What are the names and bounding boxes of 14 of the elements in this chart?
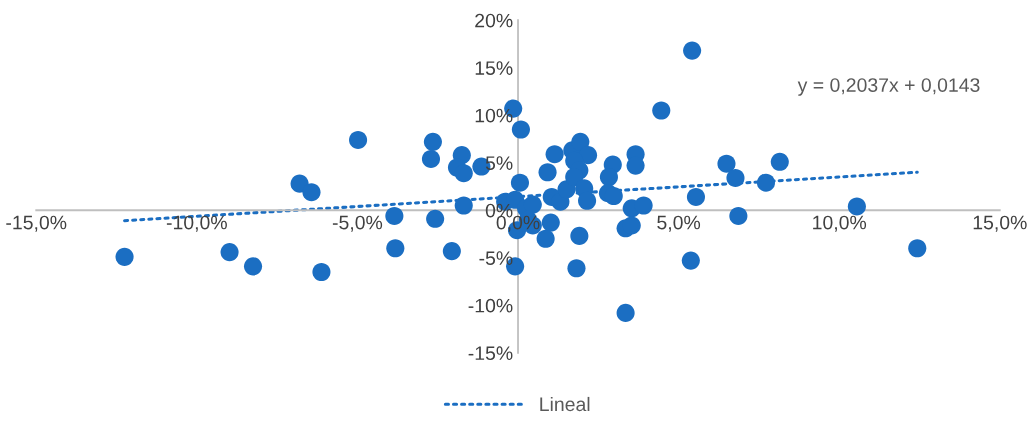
y-tick-label: -10% <box>468 298 513 313</box>
x-tick-label: 5,0% <box>657 215 701 232</box>
legend-label: Lineal <box>540 396 590 412</box>
x-tick-label: 15,0% <box>973 215 1027 232</box>
x-tick-label: -5,0% <box>332 215 383 232</box>
y-tick-label: 20% <box>475 13 513 28</box>
x-tick-label: -15,0% <box>6 215 67 232</box>
y-tick-label: 10% <box>475 108 513 123</box>
x-tick-label: 10,0% <box>813 215 867 232</box>
annotation: y = 0,2037x + 0,0143 <box>797 78 980 96</box>
y-tick-label: 15% <box>475 61 513 75</box>
x-tick-label: -10,0% <box>166 215 227 232</box>
y-tick-label: -5% <box>479 251 513 266</box>
y-tick-label: -15% <box>468 346 513 361</box>
